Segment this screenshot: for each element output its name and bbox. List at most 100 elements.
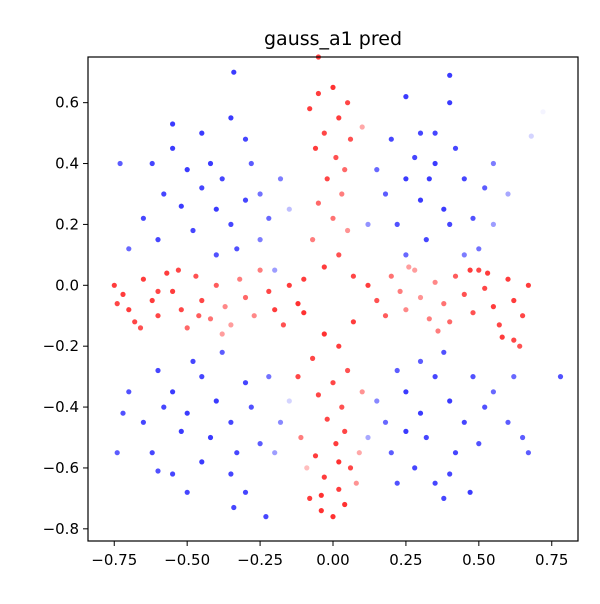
scatter-point	[520, 313, 526, 319]
scatter-point	[353, 480, 359, 486]
scatter-point	[234, 246, 240, 252]
scatter-point	[295, 301, 301, 307]
y-tick-label: 0.2	[55, 215, 79, 233]
scatter-point	[199, 297, 205, 304]
scatter-point	[525, 450, 532, 456]
scatter-point	[286, 282, 292, 288]
scatter-point	[461, 419, 467, 425]
y-tick-label: 0.6	[55, 94, 79, 112]
scatter-point	[336, 486, 342, 492]
scatter-point	[196, 313, 202, 319]
scatter-point	[441, 495, 447, 501]
scatter-point	[347, 465, 354, 471]
scatter-point	[452, 145, 459, 151]
scatter-point	[242, 489, 249, 495]
scatter-point	[432, 130, 438, 136]
scatter-point	[242, 136, 249, 142]
scatter-point	[490, 221, 496, 227]
scatter-point	[403, 428, 409, 434]
scatter-point	[263, 514, 269, 520]
scatter-point	[490, 304, 496, 310]
scatter-point	[426, 316, 432, 322]
scatter-point	[277, 176, 284, 182]
scatter-point	[336, 459, 342, 465]
scatter-point	[321, 474, 327, 480]
scatter-point	[467, 489, 473, 495]
scatter-point	[365, 434, 371, 441]
scatter-point	[137, 325, 144, 331]
scatter-point	[207, 434, 214, 441]
scatter-point	[339, 404, 345, 410]
scatter-point	[120, 291, 126, 297]
y-tick-label: −0.4	[43, 398, 79, 416]
scatter-point	[155, 288, 161, 294]
scatter-point	[111, 282, 117, 288]
scatter-point	[199, 185, 205, 191]
scatter-point	[207, 316, 214, 322]
scatter-point	[251, 313, 257, 319]
scatter-point	[417, 130, 424, 136]
scatter-point	[170, 145, 176, 151]
scatter-point	[382, 419, 389, 425]
scatter-point	[520, 434, 526, 441]
scatter-point	[356, 450, 362, 456]
scatter-point	[126, 389, 132, 395]
x-tick-label: 0.50	[462, 551, 495, 569]
scatter-point	[161, 191, 167, 197]
scatter-point	[403, 94, 409, 100]
scatter-point	[374, 297, 380, 304]
scatter-point	[184, 410, 190, 416]
scatter-point	[505, 419, 511, 425]
scatter-point	[304, 465, 310, 471]
scatter-point	[315, 90, 321, 97]
scatter-point	[301, 310, 307, 316]
scatter-point	[132, 319, 138, 325]
scatter-point	[234, 450, 240, 456]
scatter-point	[452, 273, 459, 279]
scatter-point	[397, 288, 403, 294]
scatter-point	[403, 176, 409, 182]
x-tick-label: 0.75	[535, 551, 568, 569]
scatter-point	[461, 291, 467, 297]
scatter-point	[120, 410, 126, 416]
scatter-point	[199, 374, 205, 380]
scatter-point	[280, 322, 286, 328]
scatter-point	[228, 419, 234, 425]
scatter-point	[286, 398, 292, 404]
y-tick-label: −0.6	[43, 459, 79, 477]
scatter-point	[412, 267, 418, 273]
scatter-point	[190, 358, 196, 364]
axes: −0.75 −0.50 −0.25 0.00 0.25 0.50 0.75 −0.8 −0.6 −…	[43, 56, 579, 569]
scatter-point	[178, 428, 184, 434]
scatter-point	[403, 252, 409, 258]
scatter-point	[406, 264, 412, 270]
scatter-point	[321, 331, 327, 337]
scatter-point	[339, 191, 345, 197]
scatter-point	[312, 453, 319, 459]
scatter-point	[342, 167, 348, 173]
scatter-point	[242, 294, 249, 301]
scatter-point	[257, 191, 263, 197]
scatter-point	[242, 197, 249, 203]
scatter-point	[277, 419, 284, 425]
scatter-point	[315, 392, 321, 398]
scatter-point	[114, 301, 120, 307]
x-tick-label: −0.75	[91, 551, 137, 569]
scatter-point	[184, 489, 190, 495]
scatter-point	[161, 404, 167, 410]
scatter-point	[345, 227, 351, 234]
scatter-point	[213, 206, 219, 212]
scatter-point	[432, 374, 438, 380]
data-points	[111, 54, 564, 520]
scatter-point	[307, 495, 313, 501]
scatter-point	[248, 404, 254, 410]
scatter-point	[435, 328, 441, 334]
scatter-point	[219, 349, 225, 355]
scatter-point	[447, 319, 453, 325]
scatter-point	[213, 252, 219, 258]
scatter-point	[528, 133, 534, 139]
scatter-point	[298, 434, 304, 441]
scatter-point	[155, 313, 161, 319]
scatter-point	[336, 115, 342, 121]
